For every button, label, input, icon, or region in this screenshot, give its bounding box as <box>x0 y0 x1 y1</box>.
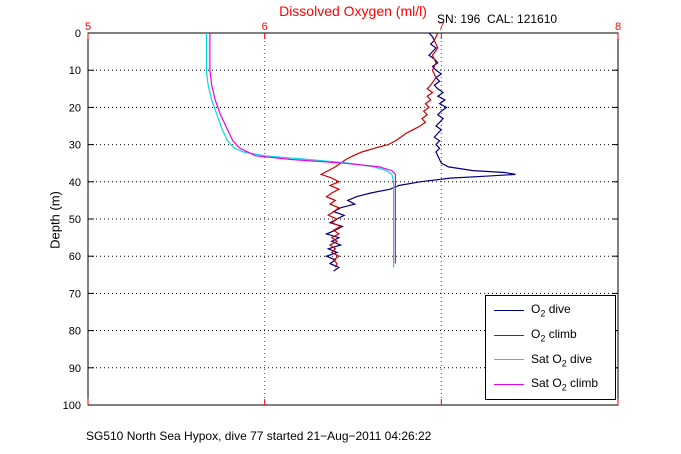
y-tick-label: 20 <box>69 102 81 114</box>
legend-line-sample-o2-climb <box>494 334 524 336</box>
y-tick-label: 80 <box>69 326 81 338</box>
legend-label-pre: Sat O <box>531 351 562 366</box>
legend-label-sat-o2-dive: Sat O2 dive <box>531 352 592 368</box>
legend-label-pre: O <box>531 302 541 317</box>
y-tick-label: 10 <box>69 65 81 77</box>
series-line-sat-o2-dive <box>205 33 395 268</box>
series-line-o2-dive <box>324 32 516 272</box>
y-tick-label: 30 <box>69 140 81 152</box>
x-tick-label: 6 <box>262 21 268 33</box>
y-tick-label: 70 <box>69 288 81 300</box>
legend-entry-sat-o2-dive: Sat O2 dive <box>486 348 615 372</box>
legend-label-sub: 2 <box>540 308 546 319</box>
legend-line-sample-sat-o2-dive <box>494 359 524 361</box>
legend-label-sub: 2 <box>540 333 546 344</box>
legend-label-o2-dive: O2 dive <box>531 302 571 318</box>
legend-label-post: climb <box>545 326 577 341</box>
x-tick-label: 7 <box>438 21 444 33</box>
y-tick-label: 0 <box>75 28 81 40</box>
caption: SG510 North Sea Hypox, dive 77 started 2… <box>86 429 432 443</box>
legend-label-post: dive <box>566 351 593 366</box>
series-line-sat-o2-climb <box>209 33 396 264</box>
y-tick-label: 90 <box>69 363 81 375</box>
legend-label-o2-climb: O2 climb <box>531 327 577 343</box>
x-tick-label: 5 <box>85 21 91 33</box>
y-tick-label: 100 <box>63 400 81 412</box>
legend-label-sat-o2-climb: Sat O2 climb <box>531 376 598 392</box>
series-line-o2-climb <box>319 32 439 268</box>
legend-label-post: climb <box>566 376 599 391</box>
chart-title: Dissolved Oxygen (ml/l) <box>279 3 427 19</box>
legend-label-pre: Sat O <box>531 376 562 391</box>
y-axis-label: Depth (m) <box>47 191 63 249</box>
legend-line-sample-sat-o2-climb <box>494 384 524 386</box>
legend-line-sample-o2-dive <box>494 309 524 311</box>
legend-entry-o2-climb: O2 climb <box>486 323 615 347</box>
legend-label-sub: 2 <box>561 382 567 393</box>
legend-label-pre: O <box>531 326 541 341</box>
legend: O2 dive O2 climb Sat O2 dive Sat O2 clim… <box>485 295 616 400</box>
y-tick-label: 40 <box>69 177 81 189</box>
legend-entry-sat-o2-climb: Sat O2 climb <box>486 373 615 397</box>
legend-label-post: dive <box>545 302 571 317</box>
y-tick-label: 60 <box>69 251 81 263</box>
legend-label-sub: 2 <box>561 358 567 369</box>
y-tick-label: 50 <box>69 214 81 226</box>
sensor-info: SN: 196 CAL: 121610 <box>437 12 558 26</box>
legend-entry-o2-dive: O2 dive <box>486 298 615 322</box>
x-tick-label: 8 <box>615 21 621 33</box>
